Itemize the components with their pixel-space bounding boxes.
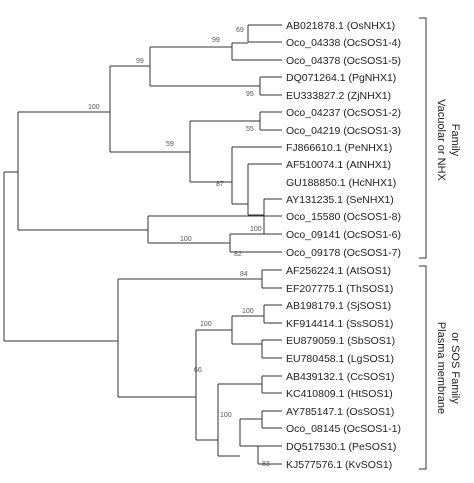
leaf-label: KC410809.1 (HtSOS1): [286, 388, 393, 400]
vacuolar-family-label-line2: Family: [449, 124, 461, 157]
leaf-label: KF914414.1 (SsSOS1): [286, 318, 393, 330]
bootstrap-value: 82: [234, 251, 242, 258]
vacuolar-family-label-line1: Vacuolar or NHX: [435, 99, 447, 181]
bootstrap-value: 87: [216, 181, 224, 188]
bootstrap-value: 99: [212, 37, 220, 44]
leaf-label: Oco_15580 (OcSOS1-8): [286, 211, 401, 223]
leaf-label: KJ577576.1 (KvSOS1): [286, 459, 392, 471]
bootstrap-value: 59: [166, 141, 174, 148]
leaf-label: GU188850.1 (HcNHX1): [286, 177, 396, 189]
leaf-label: EU780458.1 (LgSOS1): [286, 353, 394, 365]
bootstrap-value: 100: [242, 308, 254, 315]
bootstrap-value: 83: [262, 461, 270, 468]
leaf-label: DQ071264.1 (PgNHX1): [286, 72, 396, 84]
leaf-label: Oco_09178 (OcSOS1-7): [286, 247, 401, 259]
bootstrap-value: 66: [194, 367, 202, 374]
leaf-label: Oco_04338 (OcSOS1-4): [286, 37, 401, 49]
bootstrap-value: 55: [246, 126, 254, 133]
plasma-bracket: [419, 265, 427, 470]
plasma-family-label-line1: Plasma membrane: [435, 322, 447, 414]
leaf-label: Oco_04219 (OcSOS1-3): [286, 125, 401, 137]
leaf-label: FJ866610.1 (PeNHX1): [286, 142, 392, 154]
leaf-label: Oco_04378 (OcSOS1-5): [286, 55, 401, 67]
bootstrap-value: 99: [136, 58, 144, 65]
leaf-label: AB439132.1 (CcSOS1): [286, 371, 395, 383]
leaf-label: AY131235.1 (SeNHX1): [286, 194, 394, 206]
leaf-label: AF510074.1 (AtNHX1): [286, 159, 391, 171]
leaf-label: DQ517530.1 (PeSOS1): [286, 441, 396, 453]
bootstrap-value: 100: [180, 236, 192, 243]
vacuolar-bracket: [419, 17, 427, 259]
bootstrap-value: 84: [240, 271, 248, 278]
bootstrap-value: 100: [220, 412, 232, 419]
leaf-label: EF207775.1 (ThSOS1): [286, 283, 393, 295]
leaf-label: EU333827.2 (ZjNHX1): [286, 90, 391, 102]
leaf-label: Oco_09141 (OcSOS1-6): [286, 229, 401, 241]
leaf-label: AY785147.1 (OsSOS1): [286, 406, 394, 418]
bootstrap-value: 100: [250, 226, 262, 233]
bootstrap-value: 69: [236, 27, 244, 34]
leaf-label: EU879059.1 (SbSOS1): [286, 335, 395, 347]
plasma-family-label-line2: or SOS Family: [449, 332, 461, 404]
leaf-label: AB198179.1 (SjSOS1): [286, 300, 391, 312]
leaf-label: Oco_04237 (OcSOS1-2): [286, 107, 401, 119]
leaf-label: AB021878.1 (OsNHX1): [286, 20, 395, 32]
bootstrap-value: 95: [246, 91, 254, 98]
bootstrap-value: 100: [200, 321, 212, 328]
leaf-label: Oco_08145 (OcSOS1-1): [286, 423, 401, 435]
bootstrap-value: 100: [88, 104, 100, 111]
leaf-label: AF256224.1 (AtSOS1): [286, 265, 391, 277]
